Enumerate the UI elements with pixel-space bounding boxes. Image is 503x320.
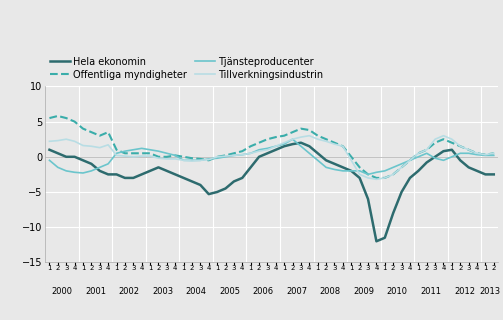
Text: 2002: 2002 <box>119 287 140 296</box>
Text: 2001: 2001 <box>85 287 106 296</box>
Text: 2013: 2013 <box>479 287 500 296</box>
Text: 2000: 2000 <box>51 287 72 296</box>
Text: 2011: 2011 <box>421 287 442 296</box>
Text: 2007: 2007 <box>286 287 307 296</box>
Text: 2004: 2004 <box>186 287 207 296</box>
Text: 2012: 2012 <box>454 287 475 296</box>
Text: 2009: 2009 <box>353 287 374 296</box>
Legend: Hela ekonomin, Offentliga myndigheter, Tjänsteproducenter, Tillverkningsindustri: Hela ekonomin, Offentliga myndigheter, T… <box>50 57 323 80</box>
Text: 2008: 2008 <box>320 287 341 296</box>
Text: 2005: 2005 <box>219 287 240 296</box>
Text: 2010: 2010 <box>387 287 408 296</box>
Text: 2006: 2006 <box>253 287 274 296</box>
Text: 2003: 2003 <box>152 287 173 296</box>
